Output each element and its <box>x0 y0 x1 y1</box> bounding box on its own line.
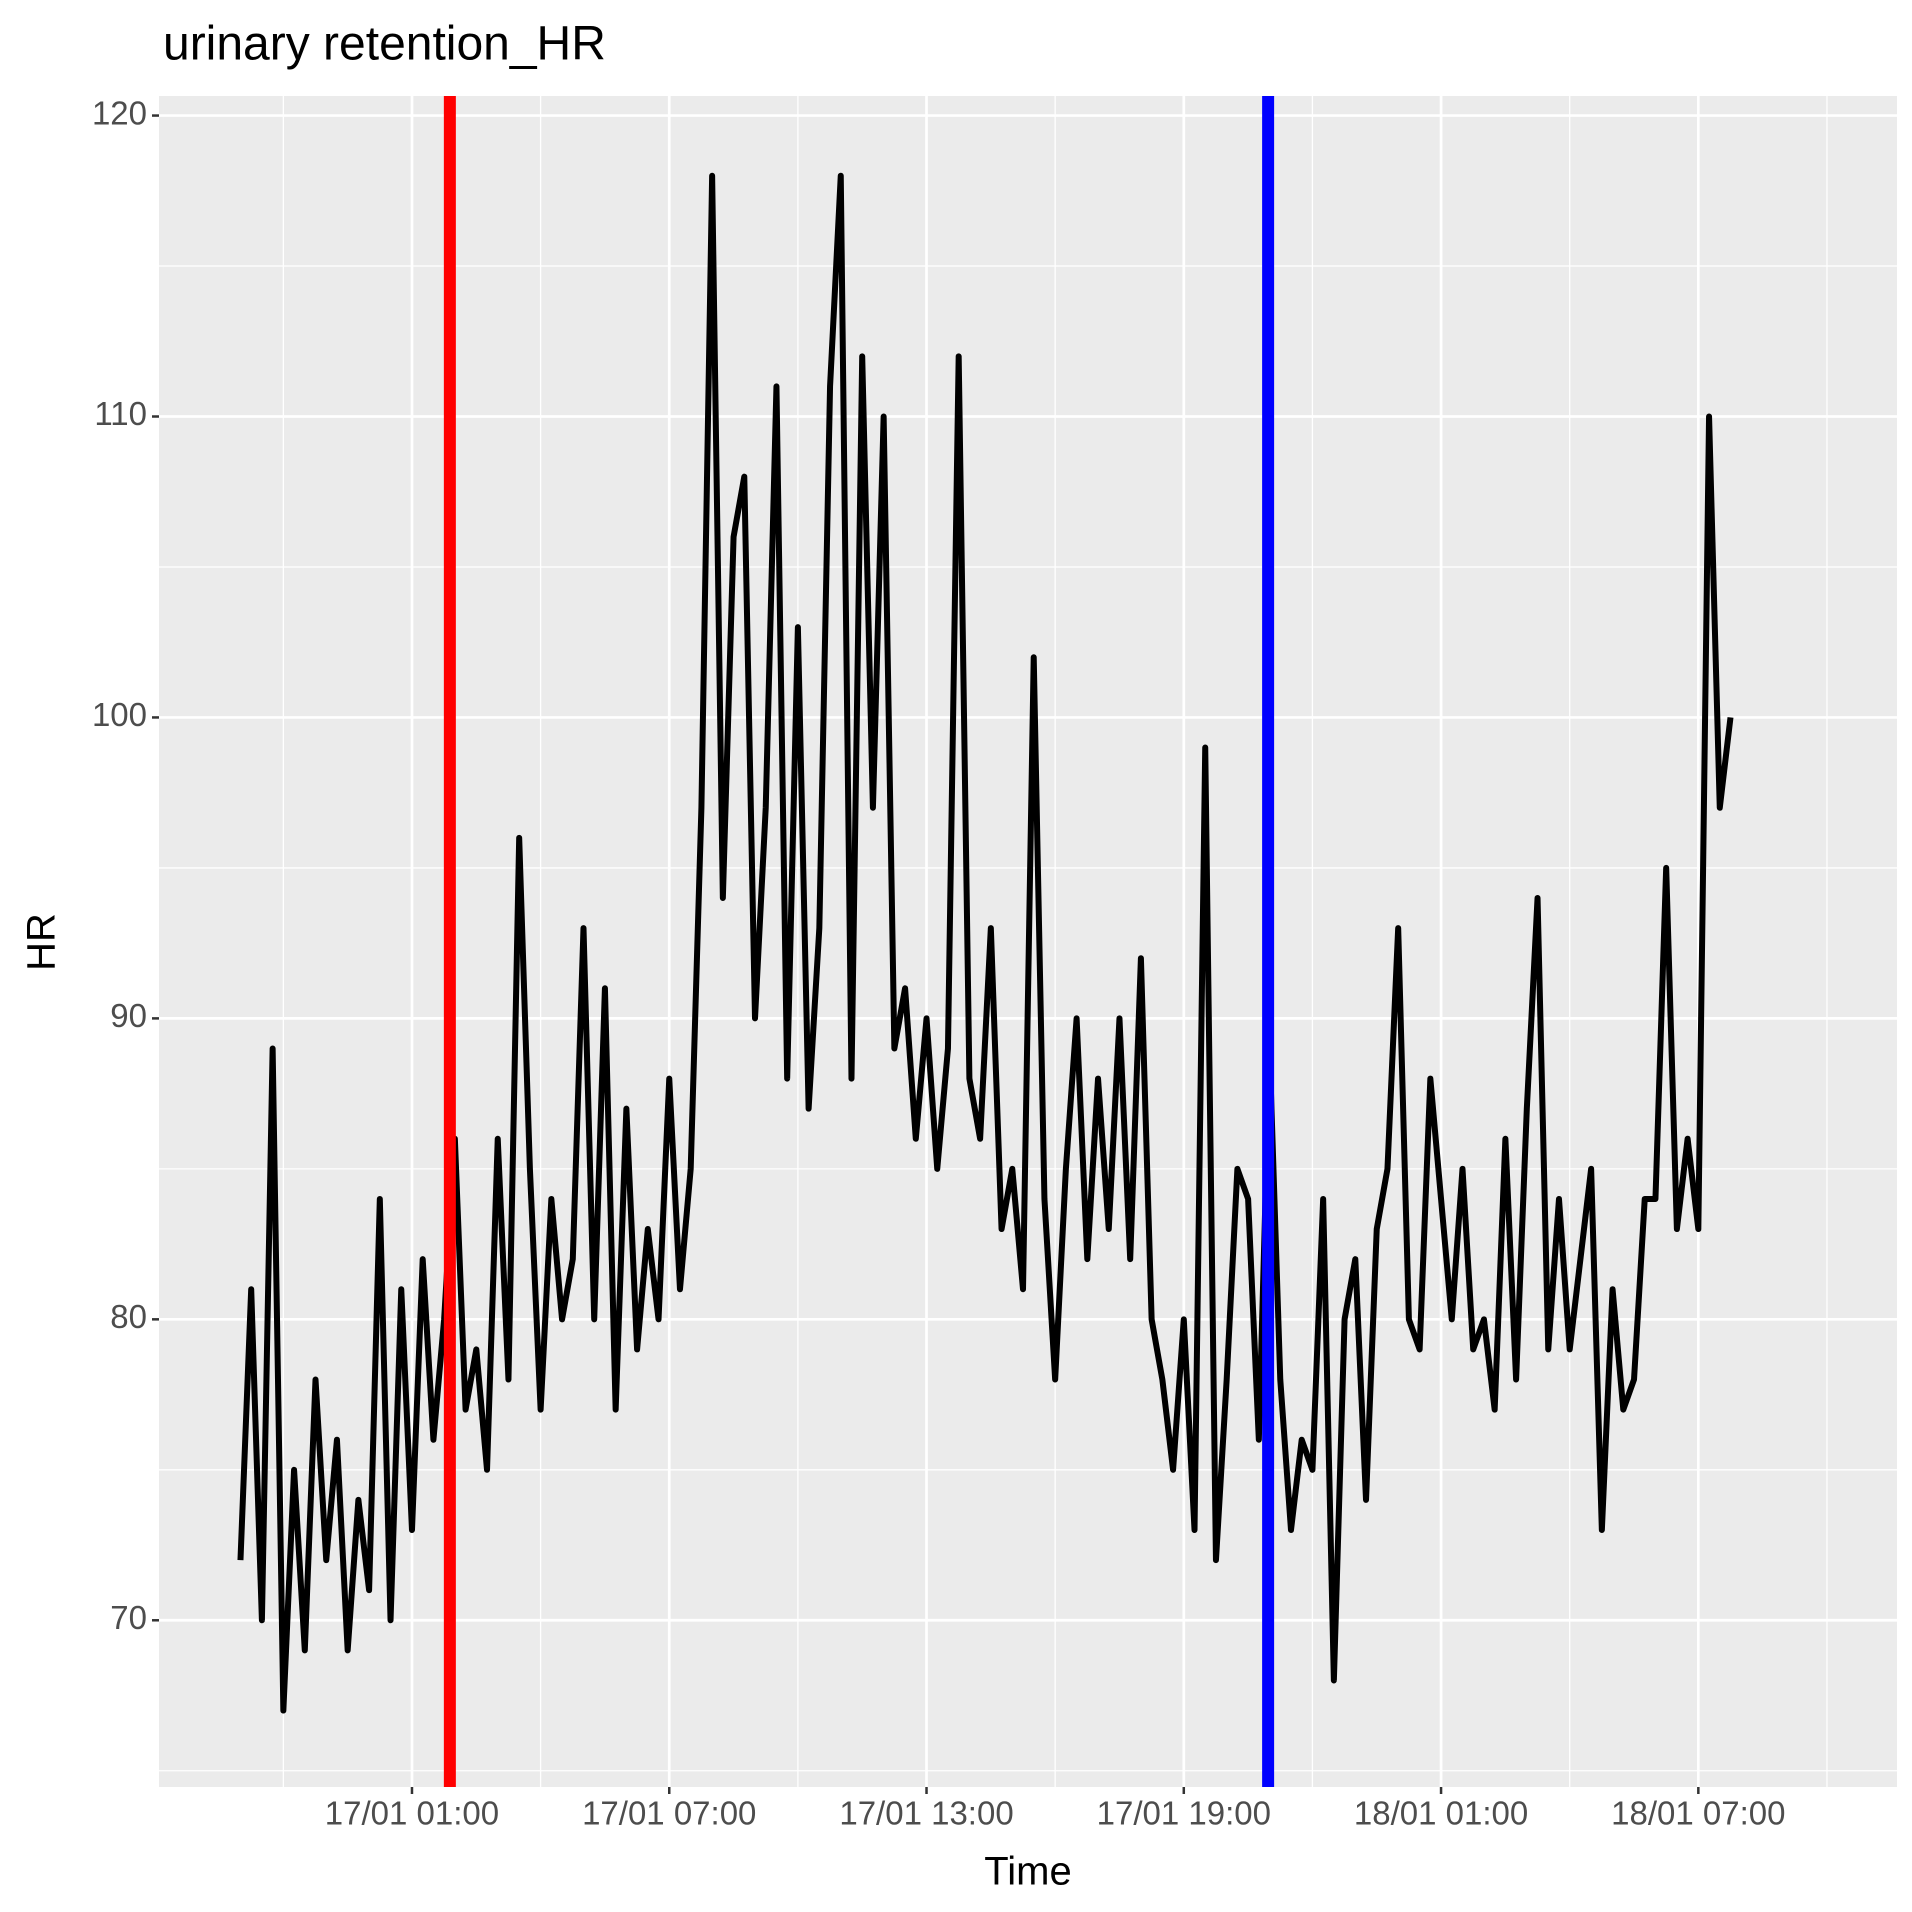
x-tick-label: 17/01 01:00 <box>325 1795 499 1832</box>
hr-line <box>237 172 1734 1714</box>
y-tick-label: 120 <box>92 94 147 131</box>
y-tick-label: 110 <box>94 395 147 432</box>
y-tick-label: 70 <box>110 1599 147 1636</box>
y-tick-label: 80 <box>110 1298 147 1335</box>
y-tick-label: 100 <box>92 696 147 733</box>
x-tick-label: 18/01 01:00 <box>1354 1795 1528 1832</box>
x-tick-label: 18/01 07:00 <box>1611 1795 1785 1832</box>
y-axis-label: HR <box>20 913 64 971</box>
x-tick-label: 17/01 13:00 <box>839 1795 1013 1832</box>
chart-title: urinary retention_HR <box>163 18 606 71</box>
x-tick-label: 17/01 07:00 <box>582 1795 756 1832</box>
x-axis-label: Time <box>984 1850 1071 1894</box>
x-tick-label: 17/01 19:00 <box>1097 1795 1271 1832</box>
y-tick-label: 90 <box>110 997 147 1034</box>
